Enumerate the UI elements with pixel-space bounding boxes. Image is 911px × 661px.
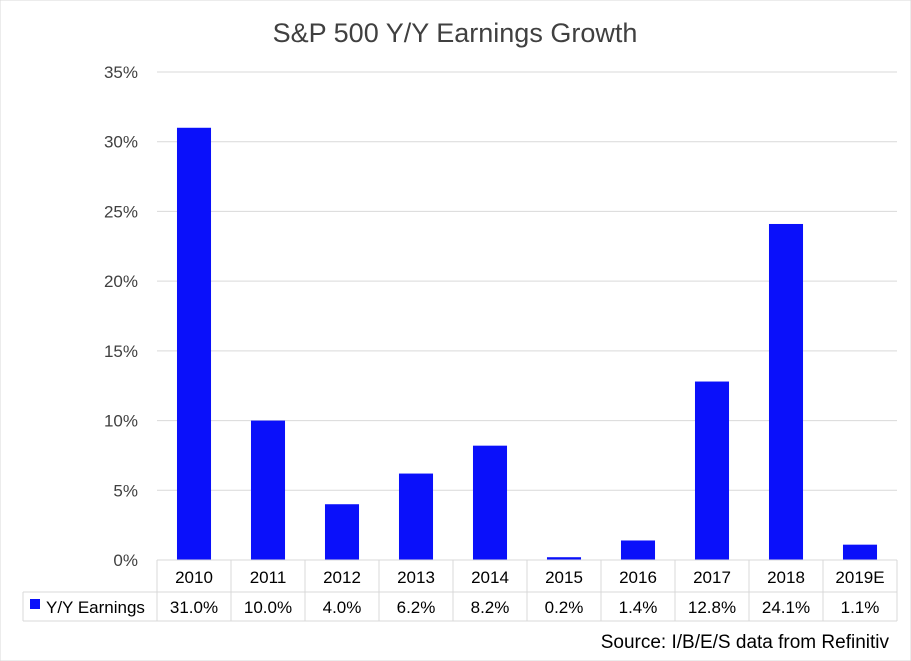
x-tick-label: 2015: [545, 568, 583, 587]
y-axis-ticks: 0% 5% 10% 15% 20% 25% 30% 35%: [104, 63, 138, 570]
data-label: 1.4%: [619, 598, 658, 617]
legend-label: Y/Y Earnings: [46, 598, 145, 617]
x-tick-label: 2011: [250, 568, 287, 587]
y-tick-label: 5%: [113, 481, 138, 500]
x-tick-label: 2017: [693, 568, 731, 587]
x-tick-label: 2013: [397, 568, 435, 587]
x-tick-label: 2012: [323, 568, 361, 587]
x-tick-label: 2018: [767, 568, 805, 587]
y-tick-label: 25%: [104, 202, 138, 221]
x-tick-label: 2010: [175, 568, 213, 587]
chart-title: S&P 500 Y/Y Earnings Growth: [273, 18, 638, 48]
bar-2019E: [842, 544, 878, 560]
x-tick-label: 2016: [619, 568, 657, 587]
data-label: 4.0%: [323, 598, 362, 617]
bar-2011: [250, 420, 286, 560]
data-label: 8.2%: [471, 598, 510, 617]
data-label: 10.0%: [244, 598, 292, 617]
x-tick-label: 2019E: [835, 568, 884, 587]
y-tick-label: 0%: [113, 551, 138, 570]
bar-2012: [324, 504, 360, 560]
bar-2018: [768, 223, 804, 560]
bar-2014: [472, 445, 508, 560]
bar-2017: [694, 381, 730, 560]
data-label: 12.8%: [688, 598, 736, 617]
data-table: 2010 31.0% 2011 10.0% 2012 4.0% 2013 6.2% 2014 8.…: [22, 559, 898, 622]
bar-2015: [546, 557, 582, 560]
bar-2016: [620, 540, 656, 560]
y-tick-label: 10%: [104, 412, 138, 431]
y-tick-label: 35%: [104, 63, 138, 82]
y-tick-label: 15%: [104, 342, 138, 361]
y-tick-label: 20%: [104, 272, 138, 291]
legend-swatch: [30, 599, 40, 609]
bar-2010: [176, 127, 212, 561]
data-label: 6.2%: [397, 598, 436, 617]
bars: [176, 127, 878, 561]
y-tick-label: 30%: [104, 133, 138, 152]
source-note: Source: I/B/E/S data from Refinitiv: [601, 632, 890, 653]
bar-2013: [398, 473, 434, 560]
data-label: 24.1%: [762, 598, 810, 617]
data-label: 1.1%: [841, 598, 880, 617]
data-label: 31.0%: [170, 598, 218, 617]
data-label: 0.2%: [545, 598, 584, 617]
x-tick-label: 2014: [471, 568, 509, 587]
